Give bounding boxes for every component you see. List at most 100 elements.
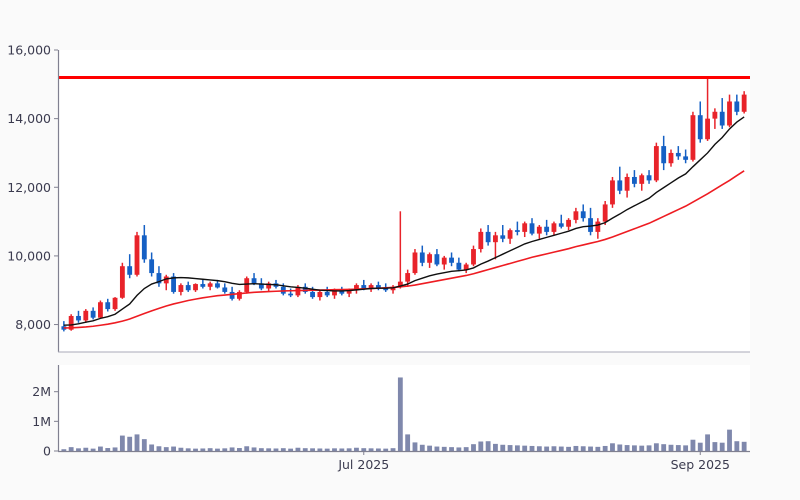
volume-bar [617,444,623,451]
candle-body-up [119,266,125,298]
volume-bar [310,448,315,451]
volume-bar [215,448,220,451]
candle-body-down [258,283,264,289]
candle-body-down [697,115,703,140]
candle-body-up [536,226,542,234]
candle-body-up [478,231,484,250]
candle-body-up [639,175,645,184]
candle-body-down [171,276,176,292]
candle-body-down [419,252,425,263]
volume-bar [427,445,433,451]
candle-body-up [266,283,272,289]
volume-bar [76,448,81,451]
volume-bar [339,448,345,451]
ma-short-line [63,116,745,326]
candle-body-up [566,219,571,227]
volume-bar [178,447,184,451]
candle-body-down [310,291,315,298]
candle-body-down [529,223,535,234]
candle-body-up [317,291,323,298]
price-y-tick-label: 8,000 [15,317,51,332]
candle-body-down [632,176,637,184]
candle-body-up [332,290,337,296]
volume-bar [551,446,557,451]
candle-body-down [200,284,206,287]
candle-body-down [302,286,308,292]
volume-bar [727,429,732,451]
volume-bar [375,448,381,451]
volume-bar [266,448,272,451]
volume-y-tick-label: 1M [32,414,51,429]
candle-body-down [588,218,593,232]
volume-bar [134,434,140,451]
price-y-axis-ticks: 8,000 10,000 12,000 14,000 16,000 [7,43,58,332]
volume-bar [493,443,498,451]
volume-bar [705,434,710,451]
volume-bar [653,443,659,451]
candle-body-down [76,315,81,321]
volume-bar [98,446,103,451]
candle-body-down [485,231,491,243]
volume-bar [522,445,528,451]
volume-bar [412,442,418,451]
volume-bar [573,445,579,451]
candle-body-down [719,111,725,126]
volume-bar [112,447,118,451]
candle-body-up [741,94,747,112]
volume-bar [507,445,513,451]
volume-bar [390,448,396,451]
candle-body-up [668,152,674,164]
candle-body-up [653,146,659,181]
volume-y-tick-label: 2M [32,384,51,399]
volume-bar [258,448,264,451]
ma-long-line [63,170,745,329]
candle-body-up [507,230,513,239]
candle-body-down [383,288,389,291]
price-y-tick-label: 16,000 [7,43,51,58]
volume-bar [661,444,667,451]
volume-bar [346,448,352,451]
volume-bar [302,448,308,451]
candle-body-down [215,283,220,288]
candle-body-up [441,257,447,265]
volume-bar [383,448,389,451]
candle-body-up [551,223,557,232]
x-tick-label: Jul 2025 [337,457,389,472]
volume-bar [419,444,425,451]
candle-body-up [244,278,250,292]
volume-bar [295,447,301,451]
volume-bar [697,442,703,451]
candle-body-up [624,176,630,191]
price-plot-area[interactable] [58,50,750,352]
volume-bar [536,446,542,451]
candle-body-up [193,284,198,291]
candle-body-up [397,281,403,287]
candle-body-up [471,249,476,265]
candle-body-up [595,221,601,232]
volume-bar [163,447,169,451]
candle-body-up [98,302,103,318]
volume-plot-area[interactable] [58,365,750,451]
candle-body-up [163,276,169,284]
volume-bar [588,446,593,451]
candle-body-down [500,235,506,239]
volume-y-axis-ticks: 0 1M 2M [32,384,58,459]
candle-body-up [427,254,433,263]
volume-bar [229,447,235,451]
volume-bar [68,447,74,451]
candle-body-down [544,226,550,232]
candlestick-group [61,77,747,332]
candle-body-down [558,223,564,227]
volume-bar [244,446,250,451]
volume-bar [354,447,359,451]
volume-bar [324,448,330,451]
volume-bar [734,441,740,451]
volume-bar [405,434,411,451]
candle-body-down [580,211,586,219]
candle-body-down [229,291,235,299]
candle-body-up [712,111,718,119]
candle-body-up [573,211,579,220]
volume-bars-group [61,377,747,451]
